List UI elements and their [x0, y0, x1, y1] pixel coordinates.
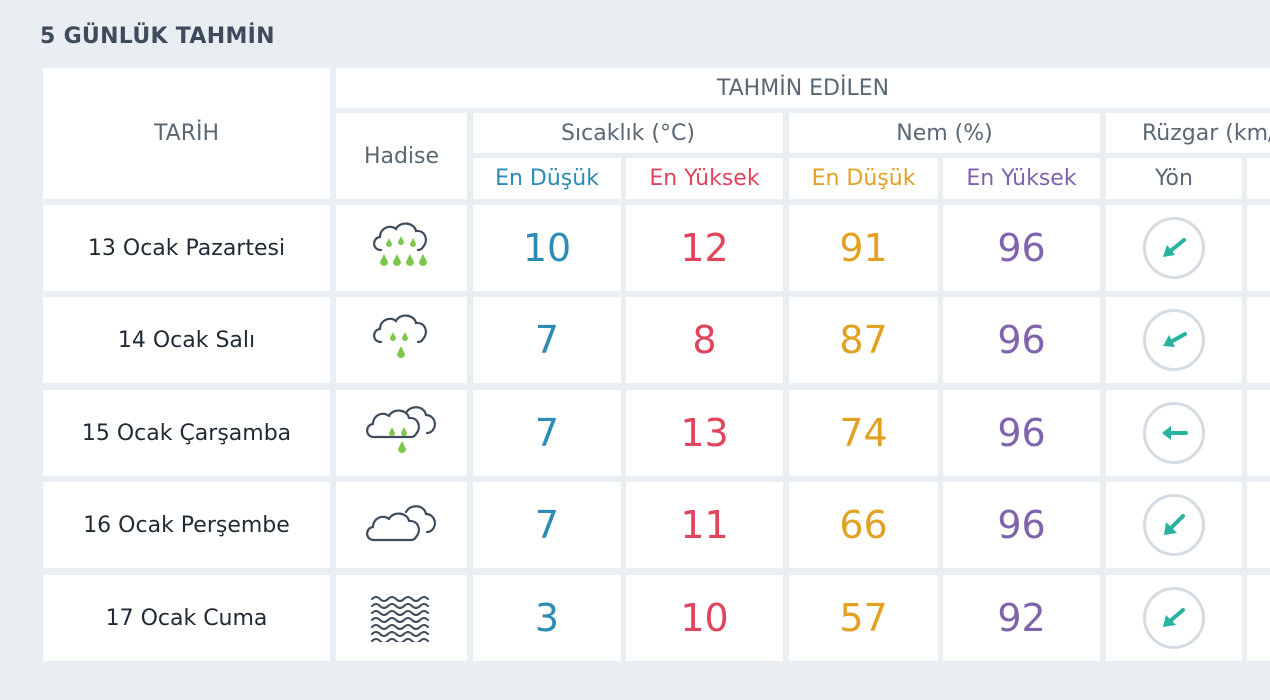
humidity-low-value: 87: [789, 297, 938, 383]
header-wind: Rüzgar (km/: [1106, 113, 1270, 153]
temp-high-value: 12: [626, 205, 783, 291]
wind-speed-cell: [1247, 482, 1270, 568]
header-forecast-group: TAHMİN EDİLEN: [336, 68, 1270, 108]
wind-arrow-southwest-icon: [1164, 514, 1185, 535]
phenomenon-cell: [336, 482, 467, 568]
temp-high-value: 13: [626, 390, 783, 476]
subheader-temp-high: En Yüksek: [626, 158, 783, 199]
temp-low-value: 7: [473, 390, 621, 476]
wind-speed-cell: [1247, 205, 1270, 291]
subheader-wind-speed: [1247, 158, 1270, 199]
wind-arrow-west-icon: [1162, 426, 1188, 440]
subheader-temp-low: En Düşük: [473, 158, 621, 199]
wind-dial: [1143, 587, 1205, 649]
header-humidity: Nem (%): [789, 113, 1100, 153]
temp-high-value: 11: [626, 482, 783, 568]
phenomenon-cell: [336, 575, 467, 661]
wind-direction-cell: [1106, 297, 1242, 383]
heavy-rain-icon: [372, 222, 427, 266]
wind-speed-cell: [1247, 390, 1270, 476]
humidity-high-value: 92: [943, 575, 1100, 661]
wind-dial: [1143, 217, 1205, 279]
wind-direction-cell: [1106, 575, 1242, 661]
temp-high-value: 8: [626, 297, 783, 383]
wind-dial: [1143, 402, 1205, 464]
temp-low-value: 10: [473, 205, 621, 291]
row-date: 15 Ocak Çarşamba: [43, 390, 330, 476]
cloudy-icon: [365, 505, 436, 542]
row-date: 17 Ocak Cuma: [43, 575, 330, 661]
cloudy-rain-icon: [365, 406, 436, 453]
temp-high-value: 10: [626, 575, 783, 661]
header-date: TARİH: [43, 68, 330, 199]
wind-dial: [1143, 494, 1205, 556]
humidity-high-value: 96: [943, 390, 1100, 476]
header-temperature: Sıcaklık (°C): [473, 113, 783, 153]
wind-direction-cell: [1106, 205, 1242, 291]
header-phenomenon: Hadise: [336, 113, 467, 199]
humidity-low-value: 74: [789, 390, 938, 476]
row-date: 16 Ocak Perşembe: [43, 482, 330, 568]
wind-direction-cell: [1106, 390, 1242, 476]
humidity-low-value: 91: [789, 205, 938, 291]
phenomenon-cell: [336, 297, 467, 383]
temp-low-value: 7: [473, 482, 621, 568]
humidity-high-value: 96: [943, 205, 1100, 291]
subheader-hum-low: En Düşük: [789, 158, 938, 199]
wind-direction-cell: [1106, 482, 1242, 568]
page-title: 5 GÜNLÜK TAHMİN: [40, 24, 275, 49]
wind-arrow-southwest-icon: [1163, 332, 1187, 347]
humidity-high-value: 96: [943, 482, 1100, 568]
subheader-hum-high: En Yüksek: [943, 158, 1100, 199]
wind-dial: [1143, 309, 1205, 371]
humidity-low-value: 57: [789, 575, 938, 661]
wind-arrow-southwest-icon: [1163, 238, 1186, 257]
row-date: 13 Ocak Pazartesi: [43, 205, 330, 291]
phenomenon-cell: [336, 390, 467, 476]
humidity-high-value: 96: [943, 297, 1100, 383]
wind-arrow-southwest-icon: [1163, 608, 1185, 627]
fog-icon: [370, 596, 429, 642]
temp-low-value: 3: [473, 575, 621, 661]
subheader-wind-direction: Yön: [1106, 158, 1242, 199]
rain-icon: [372, 314, 427, 358]
temp-low-value: 7: [473, 297, 621, 383]
phenomenon-cell: [336, 205, 467, 291]
wind-speed-cell: [1247, 297, 1270, 383]
humidity-low-value: 66: [789, 482, 938, 568]
row-date: 14 Ocak Salı: [43, 297, 330, 383]
wind-speed-cell: [1247, 575, 1270, 661]
